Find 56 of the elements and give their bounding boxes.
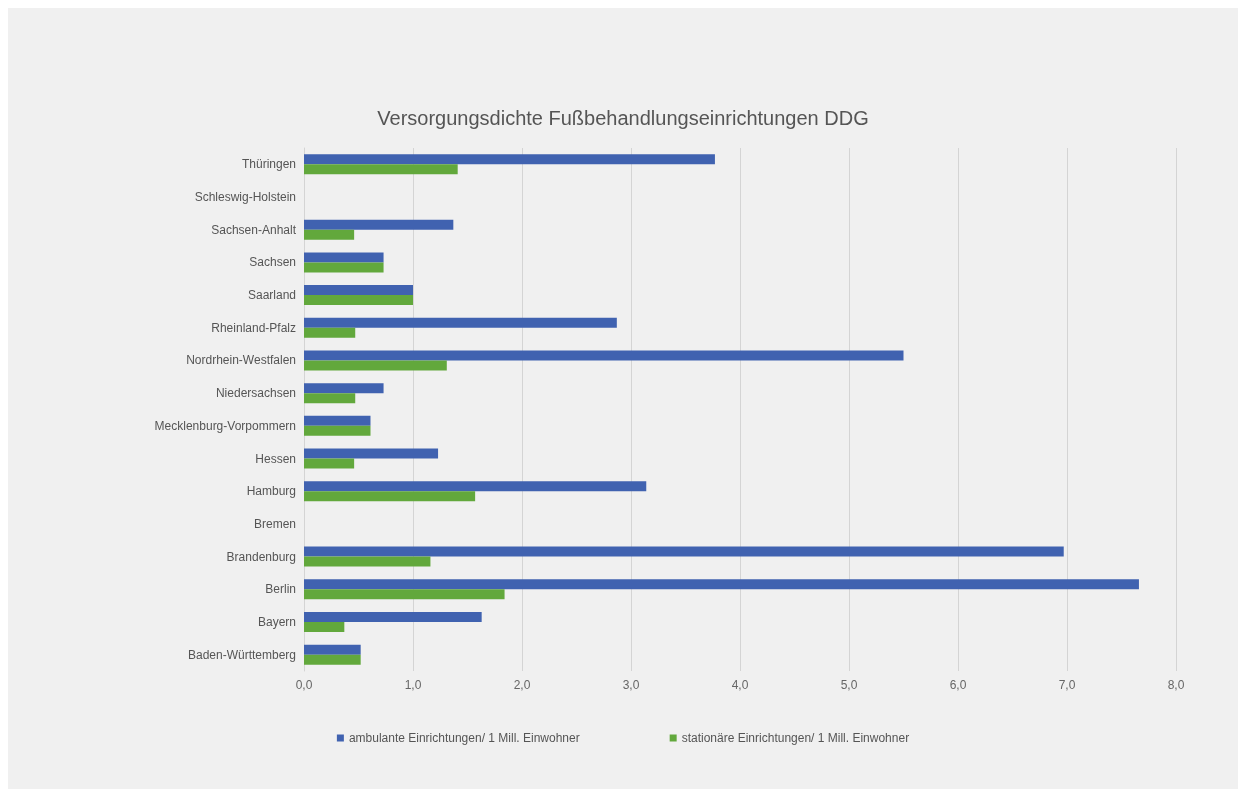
bar: [304, 556, 431, 567]
x-tick-label: 1,0: [404, 678, 422, 692]
bar: [304, 393, 356, 404]
bar: [304, 360, 447, 371]
x-tick-label: 7,0: [1058, 678, 1076, 692]
legend-label: ambulante Einrichtungen/ 1 Mill. Einwohner: [348, 731, 580, 745]
x-tick-label: 2,0: [513, 678, 531, 692]
bar: [304, 448, 439, 459]
chart-title: Versorgungsdichte Fußbehandlungseinrichtungen DDG: [377, 107, 869, 129]
bar: [304, 491, 476, 502]
bar: [304, 644, 361, 655]
y-tick-label: Schleswig-Holstein: [194, 190, 296, 205]
bar: [304, 654, 361, 665]
y-tick-label: Baden-Württemberg: [187, 647, 296, 662]
bar: [304, 425, 371, 436]
x-tick-label: 6,0: [949, 678, 967, 692]
bar: [304, 383, 384, 394]
bar: [304, 611, 482, 622]
y-tick-label: Nordrhein-Westfalen: [186, 353, 296, 368]
bar: [304, 458, 355, 469]
legend-label: stationäre Einrichtungen/ 1 Mill. Einwohner: [681, 731, 910, 745]
y-tick-label: Brandenburg: [226, 549, 296, 564]
y-tick-label: Bremen: [253, 516, 296, 531]
x-tick-label: 4,0: [731, 678, 749, 692]
y-tick-label: Bayern: [257, 614, 296, 629]
bar: [304, 327, 356, 338]
bar: [304, 546, 1064, 557]
y-tick-label: Sachsen: [249, 255, 296, 270]
bar: [304, 621, 345, 632]
bar: [304, 154, 715, 165]
bar: [304, 295, 413, 306]
y-tick-label: Mecklenburg-Vorpommern: [154, 418, 296, 433]
y-tick-label: Hamburg: [246, 484, 296, 499]
bar: [304, 481, 647, 492]
bar: [304, 589, 505, 600]
y-tick-label: Thüringen: [241, 157, 296, 172]
bar: [304, 350, 904, 361]
bar: [304, 229, 355, 240]
y-tick-label: Sachsen-Anhalt: [211, 222, 297, 237]
bar: [304, 285, 413, 296]
bar: [304, 262, 384, 273]
bar: [304, 252, 384, 263]
bar: [304, 579, 1139, 590]
bar: [304, 164, 458, 175]
y-tick-label: Hessen: [255, 451, 296, 466]
y-tick-label: Niedersachsen: [215, 386, 296, 401]
bar: [304, 317, 617, 328]
bar: [304, 219, 454, 230]
x-tick-label: 3,0: [622, 678, 640, 692]
y-tick-label: Rheinland-Pfalz: [211, 320, 296, 335]
bar: [304, 415, 371, 426]
x-tick-label: 8,0: [1167, 678, 1185, 692]
y-tick-label: Berlin: [265, 582, 296, 597]
y-tick-label: Saarland: [247, 288, 296, 303]
x-tick-label: 0,0: [295, 678, 313, 692]
x-tick-label: 5,0: [840, 678, 858, 692]
